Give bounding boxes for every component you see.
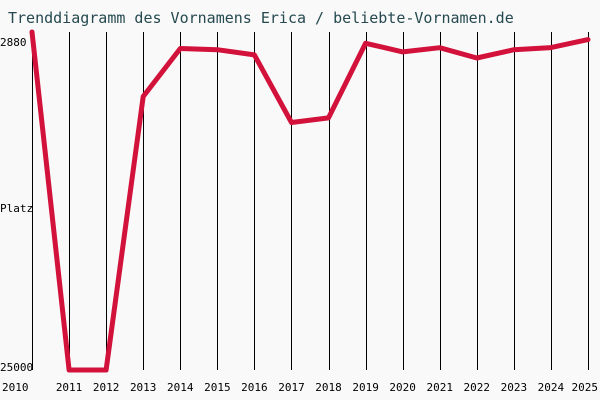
x-tick-label-2023: 2023 [501, 381, 528, 394]
x-tick-label-2016: 2016 [241, 381, 268, 394]
x-tick-label-2025: 2025 [572, 381, 599, 394]
data-point-2024 [548, 45, 553, 50]
data-point-2015 [215, 47, 220, 52]
series-layer [29, 29, 591, 373]
y-axis-label: Platz [0, 202, 33, 215]
x-tick-label-2011: 2011 [56, 381, 83, 394]
data-point-2018 [326, 115, 331, 120]
x-tick-label-2014: 2014 [167, 381, 194, 394]
x-tick-label-2015: 2015 [204, 381, 231, 394]
x-tick-label-2019: 2019 [352, 381, 379, 394]
x-tick-label-2012: 2012 [93, 381, 120, 394]
data-point-2013 [141, 94, 146, 99]
data-point-2025 [586, 37, 590, 42]
y-axis-bottom-label: 25000 [0, 361, 33, 374]
chart-title: Trenddiagramm des Vornamens Erica / beli… [8, 9, 514, 27]
x-tick-label-2013: 2013 [130, 381, 157, 394]
data-point-2021 [437, 45, 442, 50]
y-axis-top-label: 2880 [0, 36, 27, 49]
data-point-2014 [178, 46, 183, 51]
grid-lines [32, 32, 589, 370]
data-point-2019 [363, 41, 368, 46]
x-axis-ticks: 2010 2011 2012 2013 2014 2015 2016 2017 2018 2019… [2, 381, 598, 394]
data-point-2011 [67, 368, 72, 372]
data-point-2010 [30, 30, 34, 34]
data-point-2017 [289, 120, 294, 125]
x-tick-label-2022: 2022 [464, 381, 491, 394]
data-point-2012 [104, 368, 109, 372]
x-tick-label-2020: 2020 [389, 381, 416, 394]
x-tick-label-2017: 2017 [278, 381, 305, 394]
data-point-2022 [474, 56, 479, 60]
data-point-2020 [400, 49, 405, 54]
x-tick-label-2010: 2010 [2, 381, 29, 394]
x-tick-label-2018: 2018 [315, 381, 342, 394]
data-point-2016 [252, 52, 257, 57]
data-point-2023 [511, 47, 516, 52]
x-tick-label-2021: 2021 [426, 381, 453, 394]
x-tick-label-2024: 2024 [538, 381, 565, 394]
series-line-0 [29, 29, 591, 373]
